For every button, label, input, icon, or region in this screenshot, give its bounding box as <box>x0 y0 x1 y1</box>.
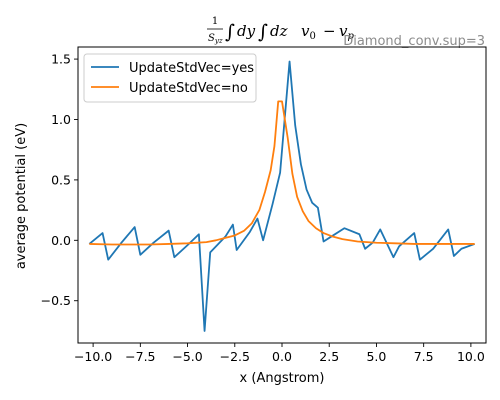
x-tick-label: −2.5 <box>220 349 250 364</box>
title-frac-num: 1 <box>212 16 218 27</box>
x-tick-label: 0.0 <box>272 349 292 364</box>
x-tick-label: 10.0 <box>457 349 485 364</box>
legend-box <box>83 53 257 103</box>
x-tick-label: −10.0 <box>74 349 112 364</box>
legend-label-yes: UpdateStdVec=yes <box>129 61 254 76</box>
y-tick-label: 1.5 <box>51 52 71 67</box>
series-layer <box>88 60 475 332</box>
y-axis-ticks: −0.5 0.0 0.5 1.0 1.5 <box>41 52 78 308</box>
y-tick-label: 0.0 <box>51 233 71 248</box>
chart-title: 1 Syz ∫ dy ∫ dz v0 − vp <box>207 16 354 45</box>
x-tick-label: 5.0 <box>366 349 386 364</box>
title-integral-2: ∫ <box>258 21 268 43</box>
y-tick-label: 0.5 <box>51 172 71 187</box>
y-axis-label: average potential (eV) <box>14 123 29 269</box>
plot-frame <box>77 46 487 344</box>
y-tick-label: 1.0 <box>51 112 71 127</box>
series-line-no <box>89 100 475 246</box>
x-tick-label: −7.5 <box>125 349 155 364</box>
legend: UpdateStdVec=yes UpdateStdVec=no <box>83 53 257 103</box>
x-tick-label: 2.5 <box>319 349 339 364</box>
x-axis-label: x (Angstrom) <box>240 371 325 386</box>
title-vp: vp <box>339 22 354 42</box>
title-frac-den: Syz <box>208 33 223 45</box>
x-tick-label: −5.0 <box>172 349 202 364</box>
title-integral-1: ∫ <box>225 21 235 43</box>
title-dy: dy <box>237 22 256 40</box>
y-tick-label: −0.5 <box>41 293 71 308</box>
x-tick-label: 7.5 <box>414 349 434 364</box>
title-minus: − <box>323 22 336 40</box>
x-axis-ticks: −10.0 −7.5 −5.0 −2.5 0.0 2.5 5.0 7.5 10.0 <box>74 343 485 364</box>
title-v0: v0 <box>301 22 316 42</box>
chart-annotation: Diamond_conv.sup=3 <box>343 34 485 49</box>
series-line-yes <box>88 60 475 332</box>
legend-label-no: UpdateStdVec=no <box>129 81 248 96</box>
title-dz: dz <box>270 22 288 40</box>
